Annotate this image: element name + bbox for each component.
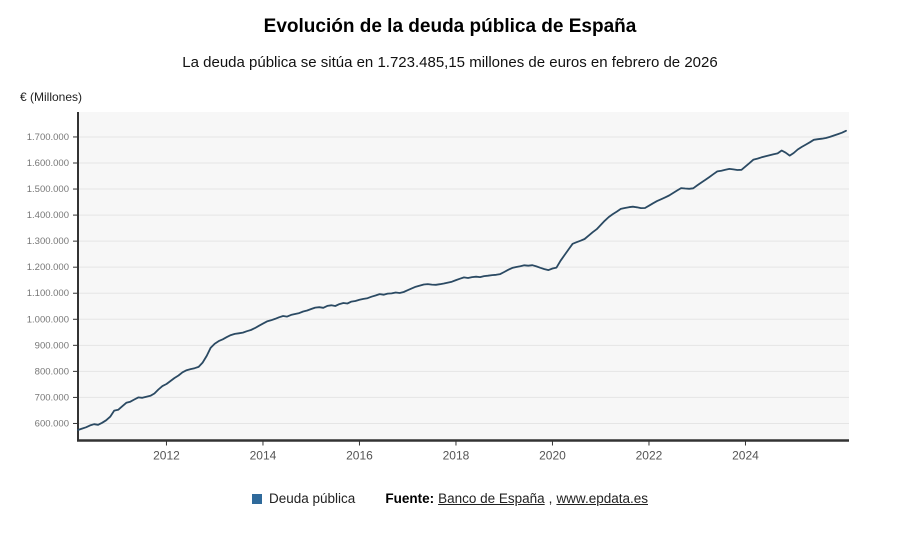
debt-line-chart: 600.000 700.000 800.000 900.000 1.000.000 1.1… xyxy=(27,112,849,463)
x-tick-label: 2020 xyxy=(539,449,566,463)
plot-area xyxy=(78,112,849,441)
x-tick-label: 2018 xyxy=(443,449,470,463)
y-tick-label: 1.500.000 xyxy=(27,184,69,195)
legend-label: Deuda pública xyxy=(269,491,356,506)
x-tick-label: 2014 xyxy=(250,449,277,463)
y-tick-label: 1.700.000 xyxy=(27,132,69,143)
page-title: Evolución de la deuda pública de España xyxy=(263,16,637,37)
x-tick-label: 2024 xyxy=(732,449,759,463)
chart-subtitle: La deuda pública se sitúa en 1.723.485,1… xyxy=(182,54,718,71)
source-label: Fuente: xyxy=(385,491,435,506)
y-tick-label: 1.000.000 xyxy=(27,314,69,325)
x-tick-label: 2016 xyxy=(346,449,373,463)
y-tick-label: 800.000 xyxy=(35,366,69,377)
source-separator: , xyxy=(548,491,553,506)
y-tick-label: 1.400.000 xyxy=(27,210,69,221)
source-link-epdata[interactable]: www.epdata.es xyxy=(556,491,648,506)
y-tick-label: 1.100.000 xyxy=(27,288,69,299)
y-tick-label: 700.000 xyxy=(35,392,69,403)
y-tick-label: 1.600.000 xyxy=(27,158,69,169)
y-tick-label: 600.000 xyxy=(35,418,69,429)
x-tick-label: 2022 xyxy=(636,449,663,463)
source-line: Fuente: Banco de España, www.epdata.es xyxy=(385,491,648,506)
source-link-banco-de-espana[interactable]: Banco de España xyxy=(438,491,545,506)
y-tick-label: 1.300.000 xyxy=(27,236,69,247)
legend-square-icon xyxy=(252,493,262,504)
chart-footer: Deuda pública Fuente: Banco de España, w… xyxy=(0,491,900,506)
deuda-publica-series-line xyxy=(77,129,847,431)
y-axis-unit-label: € (Millones) xyxy=(20,90,83,104)
y-tick-label: 1.200.000 xyxy=(27,262,69,273)
x-tick-label: 2012 xyxy=(153,449,180,463)
legend-item-deuda-publica[interactable]: Deuda pública xyxy=(252,491,355,506)
y-tick-label: 900.000 xyxy=(35,340,69,351)
